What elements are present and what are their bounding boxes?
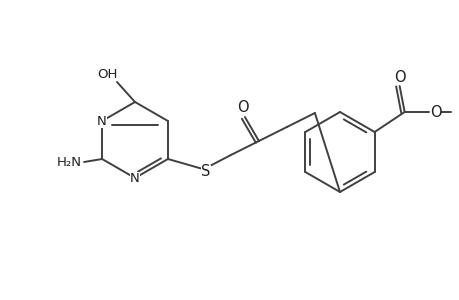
Text: O: O	[393, 70, 404, 85]
Text: OH: OH	[96, 68, 117, 80]
Text: N: N	[97, 115, 107, 128]
Text: N: N	[130, 172, 140, 184]
Text: O: O	[429, 104, 441, 119]
Text: H₂N: H₂N	[56, 155, 81, 169]
Text: S: S	[201, 164, 210, 179]
Text: O: O	[236, 100, 248, 115]
